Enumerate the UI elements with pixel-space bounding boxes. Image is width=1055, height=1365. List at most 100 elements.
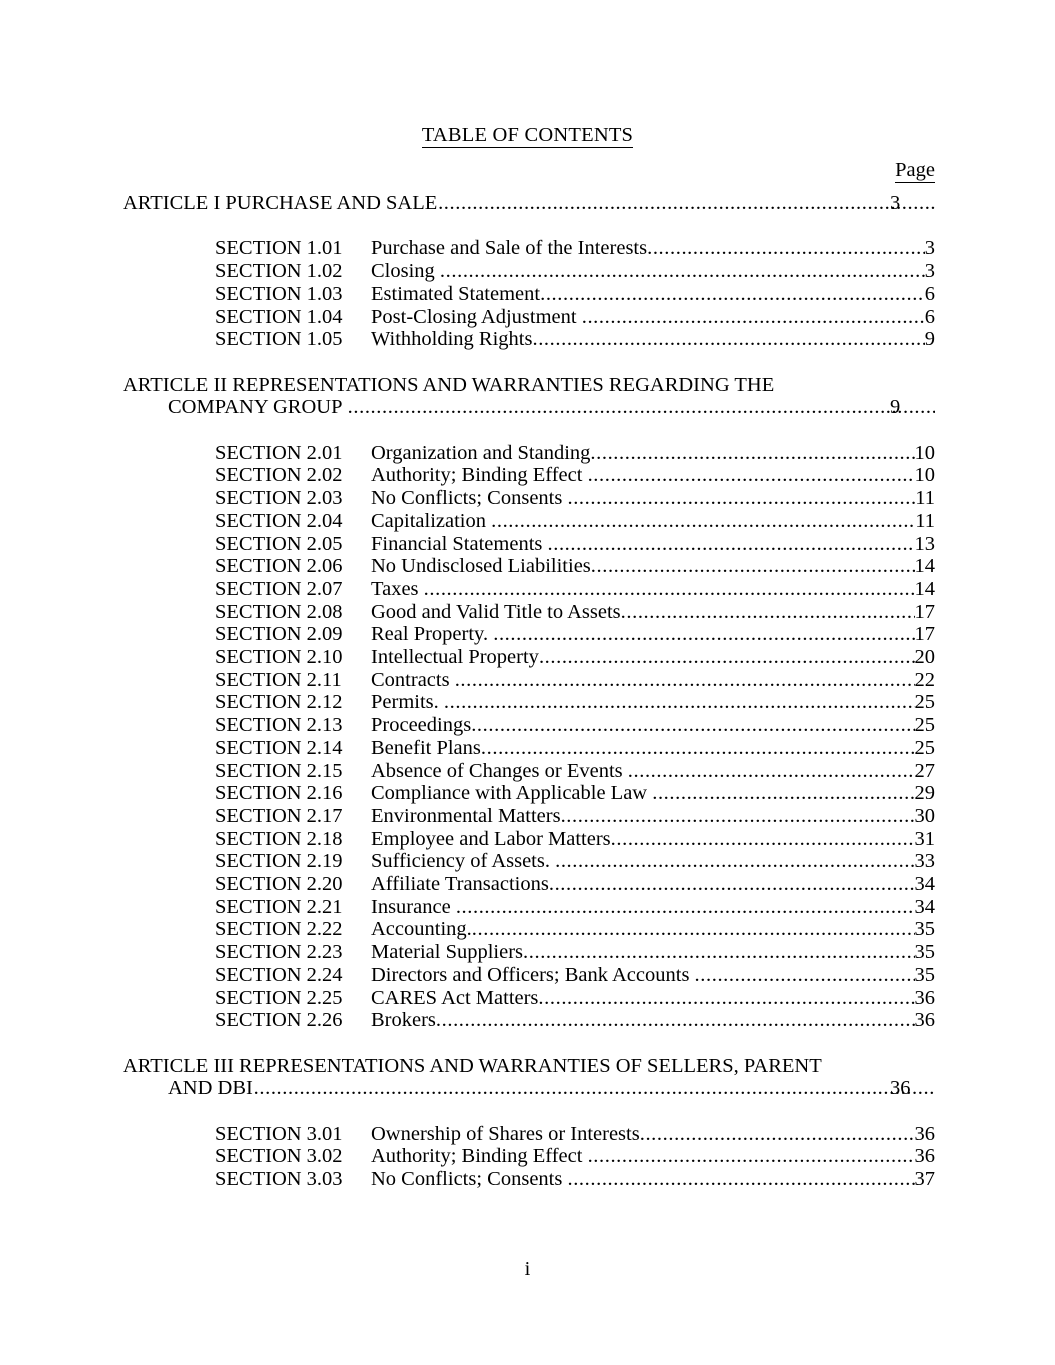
leader-dots	[548, 533, 915, 556]
toc-section-label: SECTION 2.13	[215, 714, 343, 737]
toc-section-title: Compliance with Applicable Law	[371, 782, 653, 805]
toc-section-page-number: 33	[914, 850, 936, 873]
toc-section-entry[interactable]: SECTION 2.01 Organization and Standing 10	[215, 442, 935, 465]
toc-section-entry[interactable]: SECTION 2.18 Employee and Labor Matters 31	[215, 828, 935, 851]
leader-dots	[481, 737, 915, 760]
leader-dots	[611, 828, 915, 851]
toc-section-entry[interactable]: SECTION 2.07 Taxes 14	[215, 578, 935, 601]
toc-section-entry[interactable]: SECTION 1.03 Estimated Statement 6	[215, 283, 935, 306]
toc-section-page-number: 27	[914, 759, 936, 782]
toc-section-page-number: 17	[914, 623, 936, 646]
toc-section-entry[interactable]: SECTION 2.23 Material Suppliers 35	[215, 941, 935, 964]
toc-section-title: Environmental Matters	[371, 804, 561, 827]
toc-section-entry[interactable]: SECTION 2.22 Accounting. 35	[215, 918, 935, 941]
toc-section-page-number: 36	[914, 1145, 936, 1168]
toc-section-label: SECTION 2.10	[215, 646, 343, 669]
toc-section-page-number: 13	[914, 532, 936, 555]
toc-section-entry[interactable]: SECTION 2.26 Brokers 36	[215, 1009, 935, 1032]
toc-section-title: Taxes	[371, 577, 424, 600]
toc-section-entry[interactable]: SECTION 2.25 CARES Act Matters 36	[215, 987, 935, 1010]
toc-section-page-number: 10	[914, 441, 936, 464]
toc-section-entry[interactable]: SECTION 2.24 Directors and Officers; Bank…	[215, 964, 935, 987]
toc-section-label: SECTION 2.04	[215, 509, 343, 532]
toc-article-title: AND DBI	[168, 1077, 253, 1100]
leader-dots	[640, 1123, 915, 1146]
toc-section-entry[interactable]: SECTION 2.20 Affiliate Transactions 34	[215, 873, 935, 896]
toc-section-title: Permits.	[371, 691, 444, 714]
toc-section-label: SECTION 2.12	[215, 691, 343, 714]
toc-section-entry[interactable]: SECTION 2.19 Sufficiency of Assets. 33	[215, 850, 935, 873]
spacer	[123, 1100, 935, 1123]
toc-section-entry[interactable]: SECTION 2.12 Permits. 25	[215, 691, 935, 714]
toc-section-entry[interactable]: SECTION 2.17 Environmental Matters 30	[215, 805, 935, 828]
toc-section-entry[interactable]: SECTION 2.15 Absence of Changes or Events…	[215, 760, 935, 783]
toc-section-title: Withholding Rights	[371, 328, 533, 351]
toc-section-page-number: 25	[914, 714, 936, 737]
toc-section-page-number: 37	[914, 1168, 936, 1191]
toc-section-entry[interactable]: SECTION 3.03 No Conflicts; Consents 37	[215, 1168, 935, 1191]
toc-section-title: Good and Valid Title to Assets	[371, 600, 621, 623]
toc-section-page-number: 35	[914, 963, 936, 986]
toc-section-title: Affiliate Transactions	[371, 873, 549, 896]
toc-section-entry[interactable]: SECTION 2.16 Compliance with Applicable L…	[215, 782, 935, 805]
toc-section-title: Proceedings	[371, 714, 472, 737]
toc-section-label: SECTION 1.02	[215, 260, 343, 283]
toc-section-entry[interactable]: SECTION 2.11 Contracts 22	[215, 669, 935, 692]
toc-section-title: Sufficiency of Assets.	[371, 850, 556, 873]
spacer	[123, 215, 935, 238]
toc-article-entry[interactable]: ARTICLE I PURCHASE AND SALE3	[123, 192, 935, 215]
toc-section-title: Employee and Labor Matters	[371, 827, 611, 850]
toc-section-page-number: 36	[914, 1009, 936, 1032]
toc-section-entry[interactable]: SECTION 2.06 No Undisclosed Liabilities 14	[215, 555, 935, 578]
leader-dots	[539, 646, 915, 669]
toc-article-entry[interactable]: ARTICLE III REPRESENTATIONS AND WARRANTI…	[123, 1055, 935, 1100]
toc-section-entry[interactable]: SECTION 2.13 Proceedings 25	[215, 714, 935, 737]
leader-dots	[436, 1009, 915, 1032]
page-title-text: TABLE OF CONTENTS	[421, 124, 634, 148]
toc-article-entry[interactable]: ARTICLE II REPRESENTATIONS AND WARRANTIE…	[123, 374, 935, 419]
toc-section-title: Closing	[371, 260, 440, 283]
toc-section-entry[interactable]: SECTION 2.09 Real Property. 17	[215, 623, 935, 646]
toc-section-title: Authority; Binding Effect	[371, 1145, 588, 1168]
toc-section-label: SECTION 2.18	[215, 827, 343, 850]
toc-section-entry[interactable]: SECTION 3.01 Ownership of Shares or Inter…	[215, 1123, 935, 1146]
toc-section-label: SECTION 2.09	[215, 623, 343, 646]
toc-section-entry[interactable]: SECTION 1.02 Closing 3	[215, 260, 935, 283]
toc-section-entry[interactable]: SECTION 2.21 Insurance 34	[215, 896, 935, 919]
toc-section-title: Intellectual Property	[371, 646, 539, 669]
toc-section-entry[interactable]: SECTION 2.02 Authority; Binding Effect 10	[215, 464, 935, 487]
toc-section-entry[interactable]: SECTION 1.01 Purchase and Sale of the Int…	[215, 237, 935, 260]
toc-article-heading-line: COMPANY GROUP 9	[168, 396, 935, 419]
toc-section-entry[interactable]: SECTION 2.10 Intellectual Property 20	[215, 646, 935, 669]
toc-section-title: Directors and Officers; Bank Accounts	[371, 963, 695, 986]
leader-dots	[347, 396, 935, 419]
toc-section-title: Purchase and Sale of the Interests	[371, 237, 648, 260]
leader-dots	[472, 918, 915, 941]
toc-section-entry[interactable]: SECTION 2.03 No Conflicts; Consents 11	[215, 487, 935, 510]
toc-section-entry[interactable]: SECTION 3.02 Authority; Binding Effect 36	[215, 1145, 935, 1168]
toc-section-page-number: 31	[914, 827, 936, 850]
toc-section-entry[interactable]: SECTION 1.04 Post-Closing Adjustment 6	[215, 306, 935, 329]
toc-section-entry[interactable]: SECTION 1.05 Withholding Rights 9	[215, 328, 935, 351]
spacer	[123, 419, 935, 442]
toc-section-title: Authority; Binding Effect	[371, 464, 588, 487]
toc-section-title: Contracts	[371, 668, 455, 691]
toc-section-page-number: 11	[915, 509, 935, 532]
toc-section-label: SECTION 2.02	[215, 464, 343, 487]
toc-section-label: SECTION 2.05	[215, 532, 343, 555]
leader-dots	[455, 669, 915, 692]
toc-section-entry[interactable]: SECTION 2.05 Financial Statements 13	[215, 533, 935, 556]
toc-section-label: SECTION 1.03	[215, 282, 343, 305]
toc-section-label: SECTION 2.21	[215, 895, 343, 918]
toc-section-label: SECTION 2.23	[215, 941, 343, 964]
toc-section-page-number: 25	[914, 691, 936, 714]
toc-section-label: SECTION 2.24	[215, 963, 343, 986]
leader-dots	[540, 283, 925, 306]
toc-section-entry[interactable]: SECTION 2.04 Capitalization 11	[215, 510, 935, 533]
leader-dots	[523, 941, 914, 964]
toc-section-page-number: 30	[914, 804, 936, 827]
toc-section-label: SECTION 3.03	[215, 1168, 343, 1191]
toc-section-entry[interactable]: SECTION 2.08 Good and Valid Title to Asse…	[215, 601, 935, 624]
toc-section-label: SECTION 2.25	[215, 986, 343, 1009]
toc-section-entry[interactable]: SECTION 2.14 Benefit Plans 25	[215, 737, 935, 760]
